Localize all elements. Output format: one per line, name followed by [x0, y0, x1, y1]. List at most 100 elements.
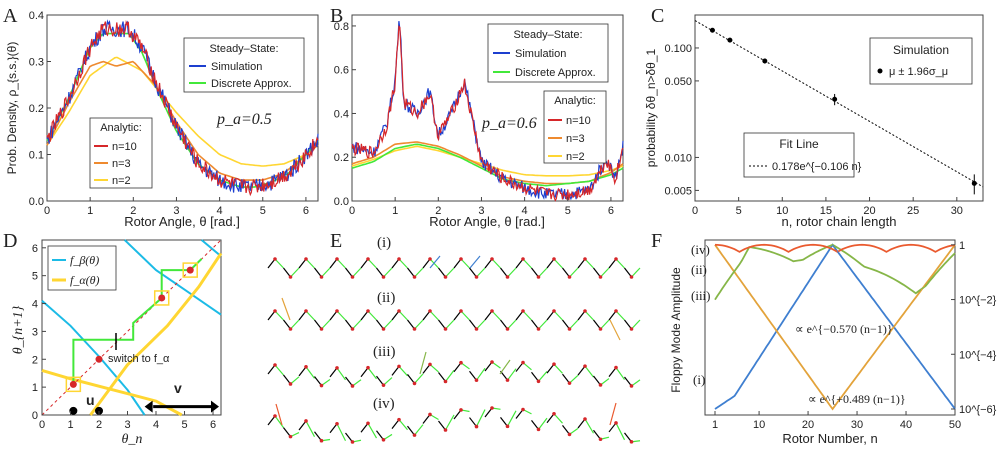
x-tick-label: 0 [39, 419, 45, 431]
spring-link [414, 319, 424, 330]
spring-link [367, 258, 377, 269]
rotor-node [505, 424, 510, 429]
rotor-node [366, 257, 370, 261]
rotor-arm [577, 418, 586, 429]
y-tick-label: 0.1 [29, 150, 44, 162]
spring-link [506, 410, 517, 427]
panel-f-ylabel: Floppy Mode Amplitude [669, 267, 683, 393]
spring-link [429, 363, 439, 373]
x-tick-label: 10 [753, 419, 765, 431]
spring-link [398, 419, 408, 431]
rotor-node [288, 434, 293, 439]
rotor-arm [562, 319, 570, 330]
legend-item: Simulation [515, 48, 566, 60]
series-line-discrete-approx- [351, 143, 624, 187]
legend-item: μ ± 1.96σ_μ [889, 66, 948, 78]
displacement-arrow [469, 255, 481, 269]
spring-link [445, 319, 455, 330]
spring-link [383, 377, 393, 386]
rotor-node [443, 327, 448, 331]
spring-link [460, 310, 470, 321]
x-tick-label: 40 [900, 419, 912, 431]
rotor-arm [484, 310, 493, 321]
legend-title: Fit Line [779, 137, 819, 151]
rotor-node [397, 309, 401, 313]
rotor-node [490, 360, 494, 364]
rotor-node [567, 275, 572, 279]
x-tick-label: 5 [181, 419, 187, 431]
rotor-node [552, 411, 556, 416]
curve-fbeta [200, 239, 222, 257]
panel-a-legend-analytic: Analytic: n=10 n=3 n=2 [89, 117, 153, 189]
rotor-arm [345, 267, 353, 278]
rotor-node [381, 327, 386, 331]
rotor-node [319, 438, 324, 443]
panel-c-marks [694, 20, 984, 195]
y-tick-label: 0.8 [334, 21, 349, 33]
x-tick-label: 10 [776, 205, 788, 217]
rotor-arm [298, 420, 307, 431]
rotor-node [598, 327, 603, 331]
x-tick-label: 2 [96, 419, 102, 431]
rotor-arm [469, 370, 477, 381]
panel-d-marks [41, 239, 223, 417]
rotor-arm [407, 267, 415, 278]
marker-v-arrowhead [211, 400, 219, 413]
spring-link [553, 310, 563, 321]
rotor-node [335, 366, 339, 370]
panel-d-ticks: 00 1 1 2 2 3 3 4 4 5 5 6 6 [32, 243, 216, 431]
rotor-node [474, 327, 479, 331]
rotor-arm [407, 319, 415, 330]
rotor-arm [562, 267, 570, 278]
panel-d-xlabel: θ_n [122, 432, 143, 447]
y-tick-label: 0.4 [334, 108, 349, 120]
rotor-arm [608, 310, 617, 321]
marker-u-dot [69, 406, 78, 415]
rotor-node [536, 427, 541, 432]
y-tick-label: 5 [32, 271, 38, 283]
rotor-node [459, 257, 463, 261]
y-tick-label: 6 [32, 243, 38, 255]
rotor-node [443, 275, 448, 279]
panel-e-row-label-iv: (iv) [373, 396, 395, 412]
rotor-arm [267, 364, 276, 375]
series-line-iv [714, 243, 956, 253]
y-tick-label: 10^{−2} [959, 295, 997, 307]
rotor-node [397, 257, 401, 261]
panel-c-legend-fit: Fit Line 0.178e^{−0.106 n} [743, 132, 862, 178]
rotor-node [366, 309, 370, 313]
panel-d-frame [41, 239, 222, 416]
legend-title: Simulation [893, 43, 949, 57]
rotor-node [273, 363, 277, 367]
rotor-node [459, 360, 463, 365]
spring-link [584, 258, 594, 269]
rotor-arm [407, 425, 415, 436]
cobweb-path [72, 258, 203, 385]
x-tick-label: 1 [392, 205, 398, 217]
rotor-node [490, 309, 494, 313]
rotor-node [350, 440, 355, 444]
rotor-node [273, 309, 277, 313]
spring-link [522, 362, 532, 371]
rotor-node [319, 327, 324, 331]
spring-link [507, 319, 517, 330]
rotor-arm [500, 267, 508, 278]
panel-c-frame [694, 14, 984, 202]
rotor-node [614, 257, 618, 261]
rotor-arm [593, 375, 601, 386]
data-point [762, 58, 768, 64]
spring-link [305, 310, 315, 321]
legend-item: Discrete Approx. [211, 78, 292, 90]
rotor-arm [515, 362, 524, 372]
panel-letter-f: F [651, 230, 662, 252]
rotor-node [304, 257, 308, 261]
panel-e: (i) (ii) (iii) (iv) [267, 235, 641, 444]
x-tick-label: 20 [802, 419, 814, 431]
spring-link [336, 310, 346, 321]
displacement-arrow [419, 351, 427, 375]
x-tick-label: 4 [153, 419, 159, 431]
spring-link [553, 258, 563, 269]
rotor-node [412, 381, 417, 386]
y-tick-label: 1 [32, 382, 38, 394]
panel-a-pa: p_a=0.5 [216, 111, 272, 128]
